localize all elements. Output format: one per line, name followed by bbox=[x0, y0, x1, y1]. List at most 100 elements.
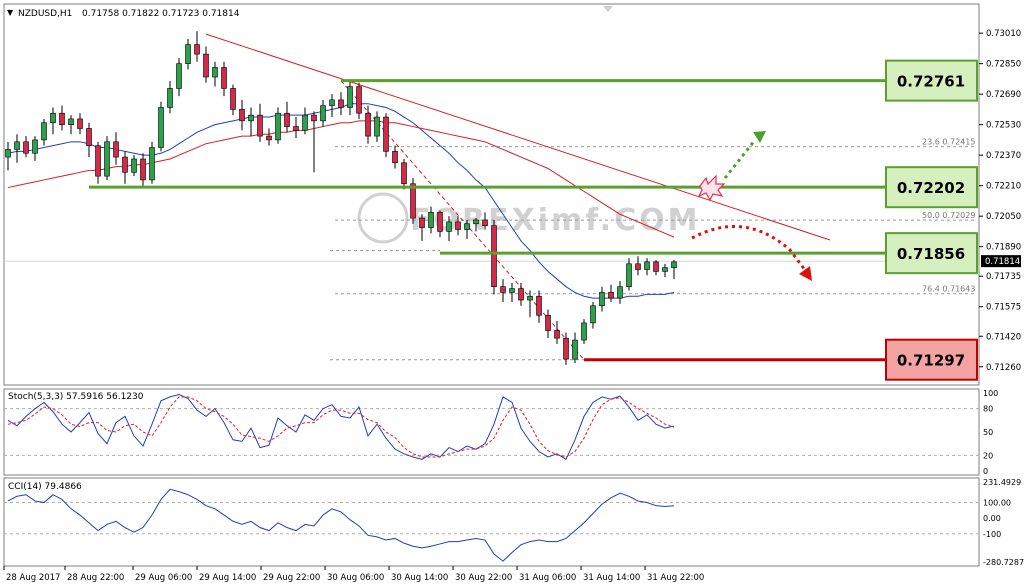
time-tick-label: 30 Aug 14:00 bbox=[391, 573, 448, 583]
candle-body bbox=[50, 112, 56, 124]
fib-swing-line bbox=[340, 80, 585, 361]
bullish-arrow bbox=[723, 139, 757, 179]
moving-average-line bbox=[7, 120, 675, 238]
candle-body bbox=[518, 288, 524, 301]
time-axis: 28 Aug 2017 28 Aug 22:00 29 Aug 06:00 29 Au… bbox=[3, 566, 704, 583]
cci: 231.4929 100.00 0.00 -100 -280.7287 bbox=[4, 478, 1024, 567]
cci-tick-label: 231.4929 bbox=[983, 478, 1021, 487]
header-ohlc: 0.71758 0.71822 0.71723 0.71814 bbox=[82, 9, 240, 19]
candle-body bbox=[122, 156, 128, 173]
candle-body bbox=[221, 67, 227, 89]
time-tick-label: 30 Aug 06:00 bbox=[327, 573, 384, 583]
stoch-tick-label: 0 bbox=[983, 467, 988, 476]
level-box bbox=[885, 232, 978, 275]
candle-body bbox=[428, 212, 434, 228]
candle-body bbox=[482, 219, 488, 226]
cci-tick-label: -280.7287 bbox=[983, 558, 1024, 567]
time-tick-label: 28 Aug 2017 bbox=[6, 573, 60, 583]
price-tick-label: 0.73010 bbox=[986, 29, 1021, 39]
candles bbox=[5, 31, 677, 365]
stoch-title: Stoch(5,3,3) 57.5916 56.1230 bbox=[8, 392, 144, 402]
price-tick-label: 0.72530 bbox=[986, 121, 1021, 131]
fib-label: 76.4 0.71643 bbox=[922, 285, 975, 294]
bullish-arrowhead-icon bbox=[753, 131, 766, 143]
candle-body bbox=[293, 126, 299, 131]
candle-body bbox=[320, 105, 326, 122]
candle-body bbox=[5, 149, 11, 158]
current-price-box bbox=[981, 255, 1021, 268]
candle-body bbox=[23, 141, 29, 154]
level-box bbox=[885, 338, 978, 381]
candle-body bbox=[212, 67, 218, 78]
candle-body bbox=[464, 223, 470, 230]
trend-lines bbox=[205, 33, 831, 361]
candle-body bbox=[248, 114, 254, 122]
candle-body bbox=[563, 337, 569, 360]
bearish-arrowhead-icon bbox=[799, 266, 812, 281]
stoch-d-line bbox=[7, 396, 675, 458]
cci-panel bbox=[3, 477, 980, 567]
candle-body bbox=[14, 141, 20, 150]
candle-body bbox=[500, 286, 506, 293]
main-panel bbox=[3, 3, 980, 386]
candle-body bbox=[635, 263, 641, 270]
candle-body bbox=[671, 261, 677, 268]
level-lines: 0.72761 0.72202 0.71856 0.71297 bbox=[89, 59, 978, 381]
time-tick-label: 29 Aug 14:00 bbox=[199, 573, 256, 583]
price-tick-label: 0.72370 bbox=[986, 151, 1021, 161]
time-tick-label: 31 Aug 22:00 bbox=[647, 573, 704, 583]
header-arrow[interactable]: ▼ bbox=[7, 8, 14, 17]
time-tick-label: 31 Aug 06:00 bbox=[519, 573, 576, 583]
price-tick-label: 0.72850 bbox=[986, 60, 1021, 70]
stoch-tick-label: 20 bbox=[983, 451, 993, 460]
scroll-marker-icon[interactable] bbox=[603, 6, 613, 12]
cci-tick-label: -100 bbox=[983, 530, 1001, 539]
candle-body bbox=[572, 339, 578, 360]
candle-body bbox=[194, 44, 200, 55]
candle-body bbox=[167, 88, 173, 108]
level-label: 0.72761 bbox=[897, 73, 965, 91]
projection-arrows bbox=[691, 131, 812, 281]
candle-body bbox=[41, 122, 47, 141]
price-tick-label: 0.71260 bbox=[986, 363, 1021, 373]
candle-body bbox=[599, 292, 605, 307]
candle-body bbox=[365, 112, 371, 137]
candle-body bbox=[230, 88, 236, 110]
candle-body bbox=[338, 99, 344, 108]
candle-body bbox=[581, 322, 587, 341]
candle-body bbox=[185, 44, 191, 64]
candle-body bbox=[653, 261, 659, 272]
candle-body bbox=[32, 139, 38, 154]
candle-body bbox=[104, 141, 110, 177]
stoch-k-line bbox=[7, 394, 675, 461]
time-tick-label: 31 Aug 14:00 bbox=[583, 573, 640, 583]
candle-body bbox=[662, 267, 668, 272]
candle-body bbox=[257, 114, 263, 137]
candle-body bbox=[86, 128, 92, 146]
candle-body bbox=[455, 221, 461, 230]
candle-body bbox=[356, 86, 362, 114]
candle-body bbox=[473, 219, 479, 225]
candle-body bbox=[374, 116, 380, 137]
stoch-panel bbox=[3, 388, 980, 476]
candle-body bbox=[536, 295, 542, 316]
cci-line bbox=[7, 488, 675, 562]
candle-body bbox=[113, 141, 119, 158]
stoch-tick-label: 80 bbox=[983, 405, 993, 414]
candle-body bbox=[266, 135, 272, 141]
fib-label: 50.0 0.72029 bbox=[922, 211, 975, 220]
fib-label: 23.6 0.72415 bbox=[922, 138, 975, 147]
time-tick-label: 29 Aug 06:00 bbox=[135, 573, 192, 583]
cci-tick-label: 0.00 bbox=[983, 514, 1001, 523]
candle-body bbox=[437, 212, 443, 232]
candle-body bbox=[77, 118, 83, 129]
level-label: 0.71856 bbox=[897, 245, 965, 263]
level-label: 0.72202 bbox=[897, 179, 965, 197]
price-tick-label: 0.71575 bbox=[986, 303, 1021, 313]
candle-body bbox=[275, 112, 281, 141]
candle-body bbox=[311, 114, 317, 122]
candle-body bbox=[545, 314, 551, 331]
candle-body bbox=[176, 63, 182, 89]
candle-body bbox=[446, 221, 452, 232]
